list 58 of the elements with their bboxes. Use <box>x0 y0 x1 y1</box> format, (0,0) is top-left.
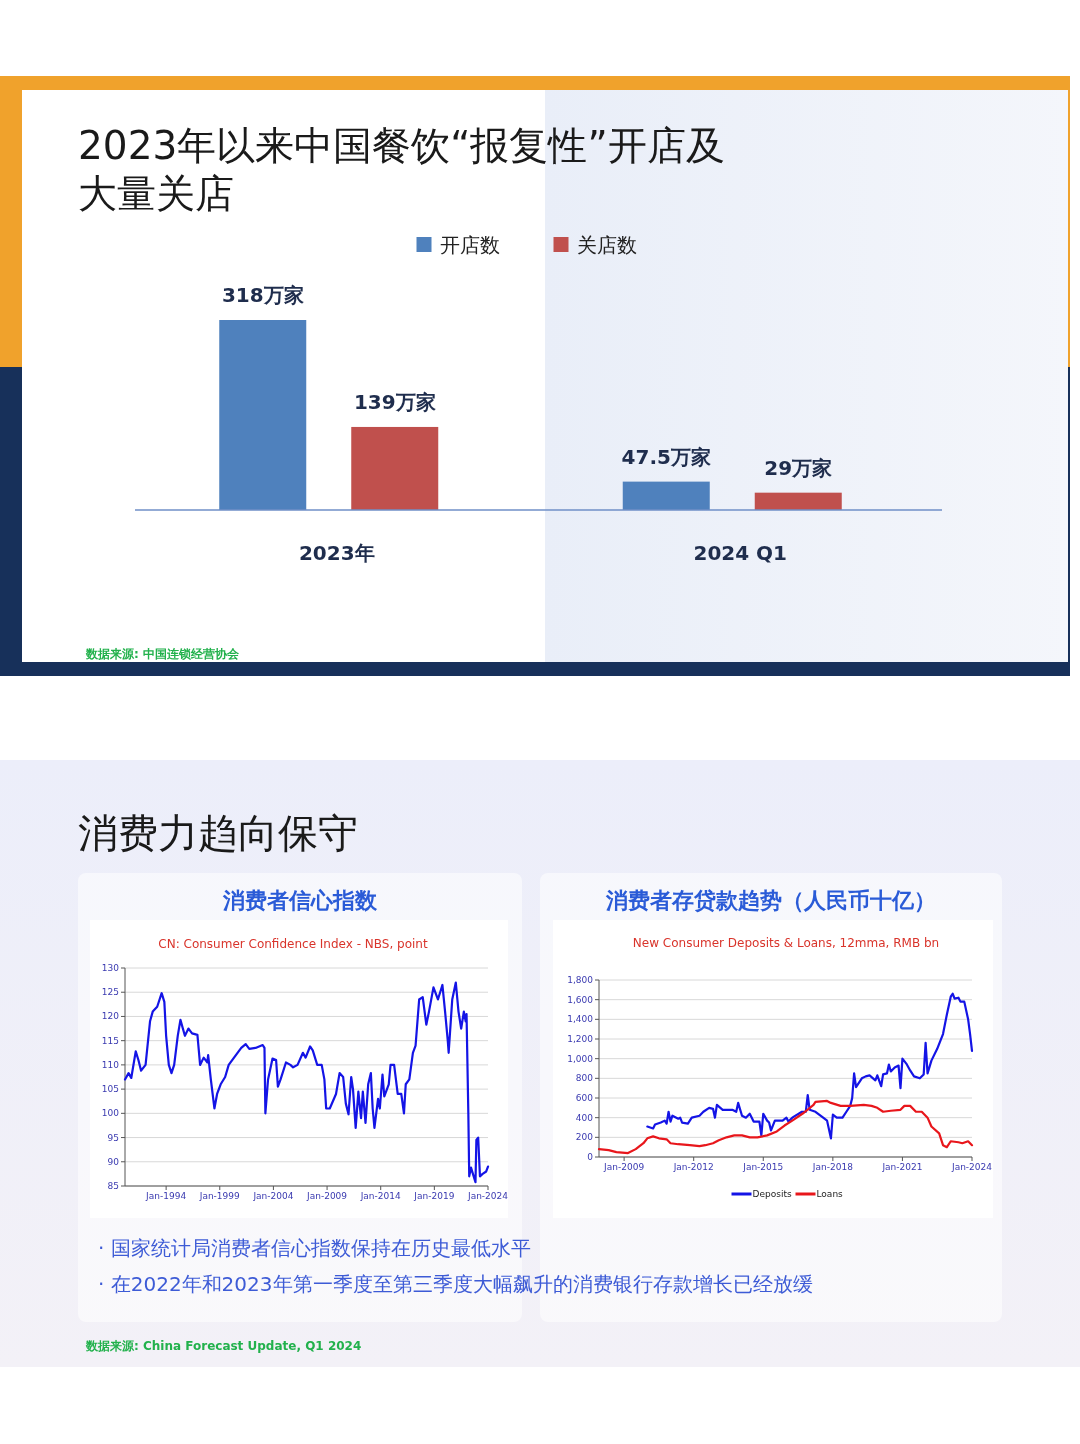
y-tick-label: 1,200 <box>567 1034 594 1044</box>
x-tick-label: Jan-2004 <box>252 1191 294 1201</box>
x-tick-label: Jan-2009 <box>306 1191 348 1201</box>
text: · 在2022年和2023年第一季度至第三季度大幅飙升的消费银行存款增长已经放缓 <box>98 1271 813 1298</box>
y-tick-label: 100 <box>101 1108 120 1119</box>
legend-label: Deposits <box>752 1189 792 1199</box>
x-tick-label: Jan-2024 <box>466 1191 509 1201</box>
y-tick-label: 200 <box>575 1132 594 1143</box>
x-tick-label: Jan-2015 <box>742 1162 784 1172</box>
x-tick-label: Jan-2009 <box>603 1162 645 1172</box>
data-label: 47.5万家 <box>621 444 711 469</box>
text: 消费力趋向保守 <box>78 809 358 858</box>
x-tick-label: Jan-2019 <box>413 1191 455 1201</box>
source-note: 数据来源: 中国连锁经营协会 <box>86 646 239 663</box>
y-tick-label: 0 <box>587 1152 594 1162</box>
y-tick-label: 90 <box>107 1156 120 1167</box>
chart-title: 2023年以来中国餐饮“报复性”开店及大量关店 <box>78 122 726 218</box>
y-tick-label: 110 <box>101 1059 120 1070</box>
y-tick-label: 120 <box>101 1011 120 1022</box>
y-tick-label: 125 <box>101 987 119 998</box>
y-tick-label: 600 <box>575 1093 594 1103</box>
bar <box>219 320 307 510</box>
y-tick-label: 85 <box>107 1181 119 1191</box>
line-series <box>646 992 974 1140</box>
text: · 国家统计局消费者信心指数保持在历史最低水平 <box>98 1235 531 1262</box>
x-tick-label: 2024 Q1 <box>693 541 788 565</box>
y-tick-label: 130 <box>101 963 120 973</box>
chart-subtitle: New Consumer Deposits & Loans, 12mma, RMB bn <box>632 936 940 950</box>
x-tick-label: Jan-1994 <box>145 1191 187 1201</box>
x-tick-label: Jan-1999 <box>198 1191 241 1201</box>
y-tick-label: 400 <box>575 1112 594 1123</box>
y-tick-label: 115 <box>101 1035 119 1046</box>
x-tick-label: Jan-2014 <box>359 1191 401 1201</box>
x-tick-label: 2023年 <box>298 541 375 565</box>
data-label: 139万家 <box>353 389 436 414</box>
bar <box>351 426 439 510</box>
legend-label: 开店数 <box>439 233 500 257</box>
x-tick-label: Jan-2021 <box>881 1162 923 1172</box>
legend-label: Loans <box>816 1189 844 1199</box>
data-label: 318万家 <box>221 283 304 307</box>
x-tick-label: Jan-2012 <box>672 1162 714 1172</box>
y-tick-label: 1,800 <box>567 975 594 985</box>
chart-title: 消费者存贷款趋势（人民币十亿） <box>605 887 937 915</box>
y-tick-label: 1,000 <box>567 1053 594 1064</box>
y-tick-label: 1,600 <box>567 994 594 1005</box>
chart-title: 消费者信心指数 <box>222 887 378 915</box>
x-tick-label: Jan-2024 <box>950 1162 993 1172</box>
y-tick-label: 105 <box>101 1084 119 1095</box>
x-tick-label: Jan-2018 <box>811 1162 854 1172</box>
bar <box>622 481 710 510</box>
y-tick-label: 95 <box>107 1132 119 1143</box>
chart-subtitle: CN: Consumer Confidence Index - NBS, point <box>158 937 428 951</box>
y-tick-label: 1,400 <box>567 1014 594 1025</box>
data-label: 29万家 <box>764 455 833 480</box>
source-note: 数据来源: China Forecast Update, Q1 2024 <box>86 1338 362 1355</box>
bar <box>754 492 842 510</box>
y-tick-label: 800 <box>575 1073 594 1084</box>
legend-label: 关店数 <box>576 233 637 257</box>
